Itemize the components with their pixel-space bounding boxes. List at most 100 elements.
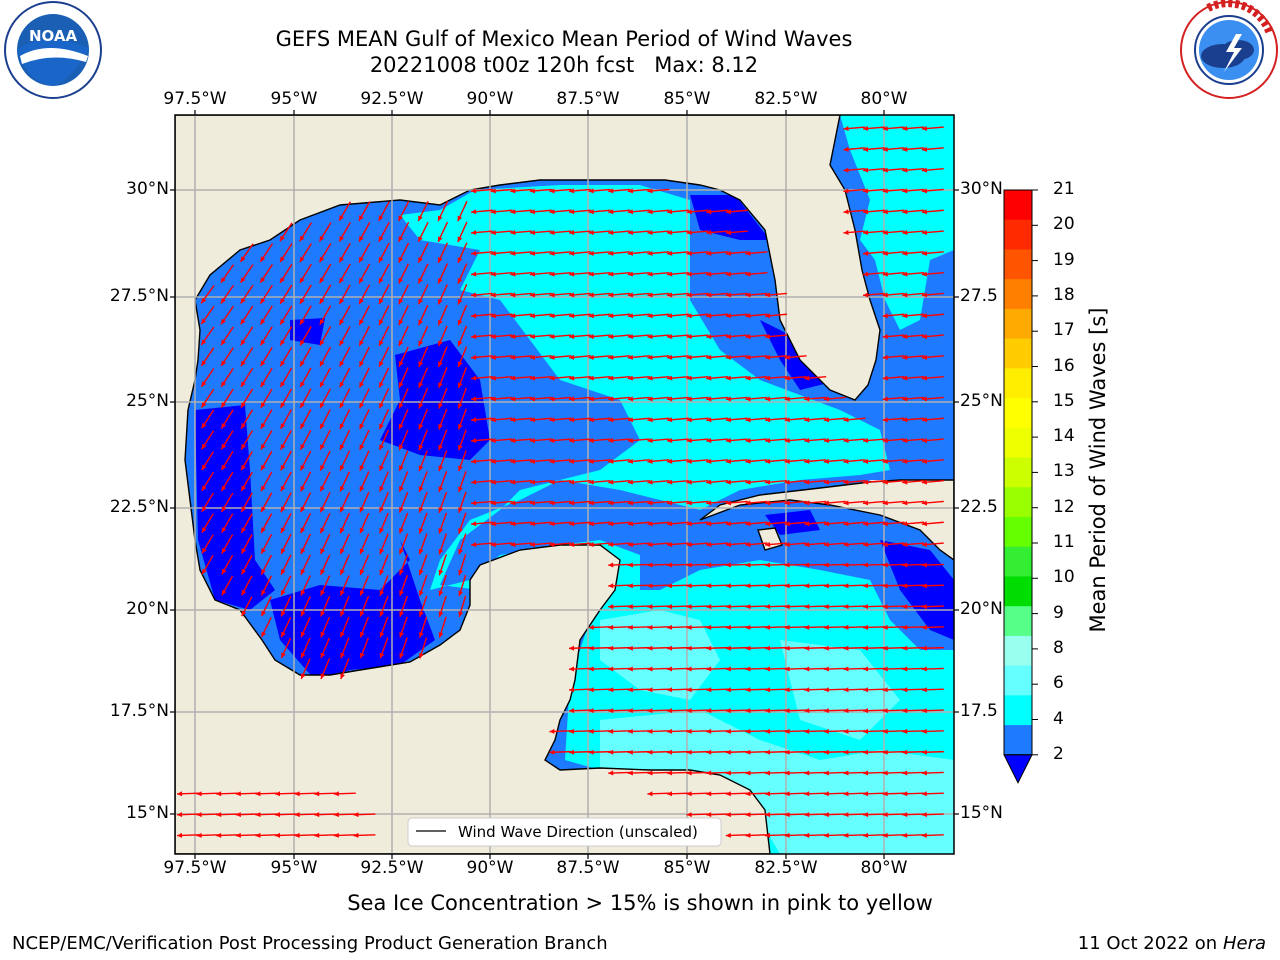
wave-arrow	[438, 429, 448, 451]
wave-arrow	[588, 749, 611, 755]
wave-arrow	[294, 812, 317, 818]
wave-arrow	[902, 666, 925, 672]
wave-arrow	[608, 479, 631, 485]
wave-arrow	[706, 334, 729, 340]
wave-arrow	[921, 645, 944, 651]
wave-arrow	[549, 479, 572, 485]
wave-arrow	[784, 749, 807, 755]
wave-arrow	[647, 230, 670, 236]
wave-arrow	[568, 542, 592, 548]
wave-arrow	[902, 209, 925, 215]
colorbar-tick-label-3: 18	[1053, 284, 1075, 305]
wave-arrow	[764, 687, 788, 693]
wave-arrow	[201, 471, 215, 492]
lon-tick-top-7: 80°W	[860, 89, 908, 109]
wave-arrow	[882, 126, 905, 132]
map-area	[175, 115, 954, 854]
colorbar-tick-label-0: 21	[1053, 179, 1075, 199]
lat-tick-left-0: 30°N	[126, 179, 169, 199]
wave-arrow	[902, 458, 925, 464]
wave-arrow	[862, 146, 886, 152]
wave-arrow	[398, 512, 409, 534]
wave-arrow	[259, 264, 274, 284]
wave-arrow	[398, 388, 409, 409]
wave-arrow	[588, 624, 611, 630]
wave-arrow	[220, 347, 234, 367]
wave-arrow	[725, 271, 748, 277]
wave-arrow	[686, 624, 709, 630]
wave-arrow	[568, 354, 592, 360]
wave-arrow	[666, 230, 690, 236]
wave-arrow	[862, 250, 886, 256]
wave-arrow	[200, 305, 215, 325]
wave-arrow	[239, 243, 254, 263]
wave-arrow	[784, 604, 807, 610]
wave-arrow	[764, 354, 788, 360]
wave-arrow	[280, 513, 292, 534]
wave-arrow	[764, 770, 788, 776]
wave-arrow	[745, 250, 768, 256]
wave-arrow	[568, 749, 592, 755]
wave-arrow	[725, 728, 748, 734]
wave-arrow	[608, 230, 631, 236]
wave-arrow	[220, 471, 234, 492]
wave-arrow	[418, 408, 429, 430]
wave-arrow	[862, 542, 886, 548]
wave-arrow	[784, 562, 807, 568]
wave-arrow	[686, 728, 709, 734]
wave-arrow	[843, 708, 866, 714]
wave-arrow	[666, 604, 690, 610]
wave-arrow	[490, 396, 513, 402]
wave-arrow	[706, 271, 729, 277]
wave-arrow	[470, 230, 494, 236]
wave-arrow	[627, 334, 650, 340]
wave-arrow	[259, 305, 273, 325]
wave-arrow	[438, 533, 448, 555]
wave-arrow	[862, 188, 886, 194]
wave-arrow	[804, 770, 827, 776]
wave-arrow	[706, 770, 729, 776]
wave-arrow	[804, 521, 827, 527]
wave-arrow	[784, 354, 807, 360]
wave-arrow	[280, 533, 292, 555]
wave-arrow	[882, 250, 905, 256]
wave-arrow	[647, 542, 670, 548]
colorbar-segment-15	[1004, 635, 1032, 667]
wave-arrow	[399, 533, 409, 555]
wave-arrow	[359, 554, 370, 576]
wave-arrow	[200, 326, 215, 346]
wave-arrow	[458, 512, 467, 534]
wave-arrow	[220, 326, 234, 346]
lon-tick-top-0: 97.5°W	[163, 89, 227, 109]
wave-arrow	[529, 271, 552, 277]
wave-arrow	[666, 250, 690, 256]
wave-arrow	[666, 375, 690, 381]
wave-arrow	[339, 554, 350, 576]
wave-arrow	[437, 346, 448, 368]
wave-arrow	[417, 263, 429, 284]
wave-arrow	[725, 458, 748, 464]
wave-arrow	[627, 521, 650, 527]
wave-arrow	[627, 562, 650, 568]
lat-tick-left-3: 22.5°N	[109, 497, 169, 517]
wave-arrow	[358, 346, 370, 367]
wave-arrow	[843, 230, 866, 236]
colorbar-tick-label-9: 12	[1053, 496, 1075, 517]
wave-arrow	[921, 375, 944, 381]
wave-arrow	[804, 583, 827, 589]
wave-arrow	[608, 728, 631, 734]
wave-arrow	[549, 396, 572, 402]
wind-wave-arrows	[176, 126, 944, 838]
wave-arrow	[804, 604, 827, 610]
wave-arrow	[339, 575, 350, 596]
wave-arrow	[921, 458, 944, 464]
wave-arrow	[725, 438, 748, 444]
wave-arrow	[470, 438, 494, 444]
wave-arrow	[588, 500, 611, 506]
wave-arrow	[686, 687, 709, 693]
wave-arrow	[510, 500, 533, 506]
wave-arrow	[259, 326, 273, 346]
wave-arrow	[510, 354, 533, 360]
wave-arrow	[764, 313, 788, 319]
wave-arrow	[176, 791, 200, 797]
